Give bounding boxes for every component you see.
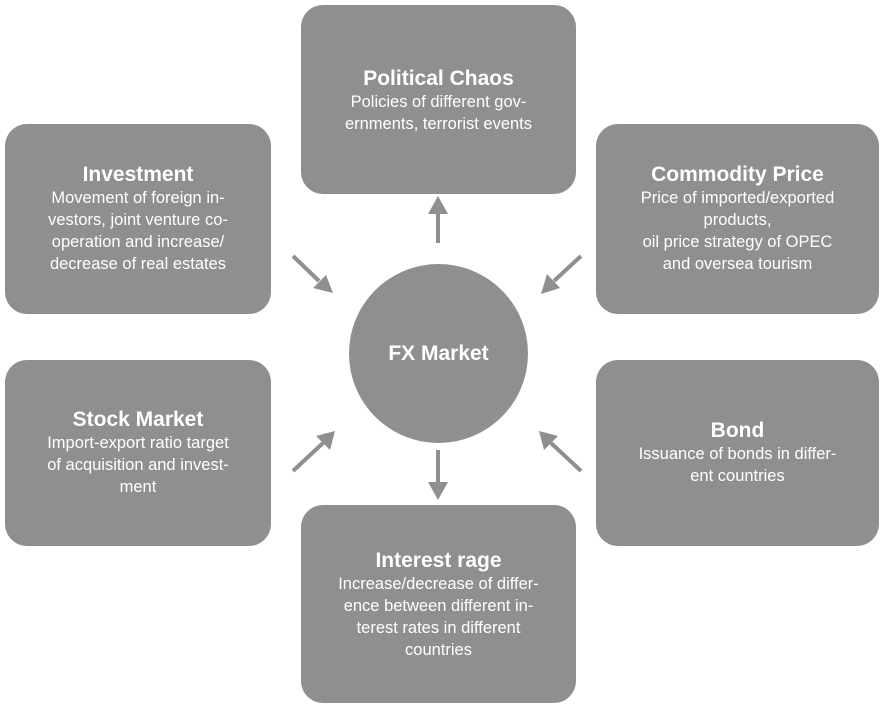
commodity-price-box: Commodity Price Price of imported/export… — [596, 124, 879, 314]
arrow-investment-to-center — [291, 254, 333, 293]
bond-box: Bond Issuance of bonds in differ- ent co… — [596, 360, 879, 546]
stock-market-desc: Import-export ratio target of acquisitio… — [47, 434, 229, 496]
interest-rage-desc: Increase/decrease of differ- ence betwee… — [338, 575, 539, 659]
arrow-center-to-political — [428, 196, 448, 243]
arrow-bond-to-center — [539, 431, 583, 473]
stock-market-title: Stock Market — [72, 408, 204, 431]
bond-title: Bond — [710, 419, 765, 442]
investment-box: Investment Movement of foreign in- vesto… — [5, 124, 271, 314]
commodity-price-desc: Price of imported/exported products, oil… — [640, 189, 835, 273]
arrow-center-to-interest — [428, 450, 448, 500]
political-chaos-desc: Policies of different gov- ernments, ter… — [344, 93, 533, 133]
commodity-price-title: Commodity Price — [651, 163, 824, 186]
interest-rage-title: Interest rage — [375, 549, 502, 572]
arrow-commodity-to-center — [541, 254, 583, 294]
political-chaos-box: Political Chaos Policies of different go… — [301, 5, 576, 194]
interest-rage-box: Interest rage Increase/decrease of diffe… — [301, 505, 576, 703]
investment-title: Investment — [82, 163, 194, 186]
fx-market-circle: FX Market — [349, 264, 528, 443]
bond-desc: Issuance of bonds in differ- ent countri… — [638, 445, 837, 485]
fx-market-label: FX Market — [388, 341, 489, 365]
political-chaos-title: Political Chaos — [363, 67, 514, 90]
investment-desc: Movement of foreign in- vestors, joint v… — [48, 189, 228, 273]
arrow-stock-to-center — [291, 431, 335, 473]
stock-market-box: Stock Market Import-export ratio target … — [5, 360, 271, 546]
